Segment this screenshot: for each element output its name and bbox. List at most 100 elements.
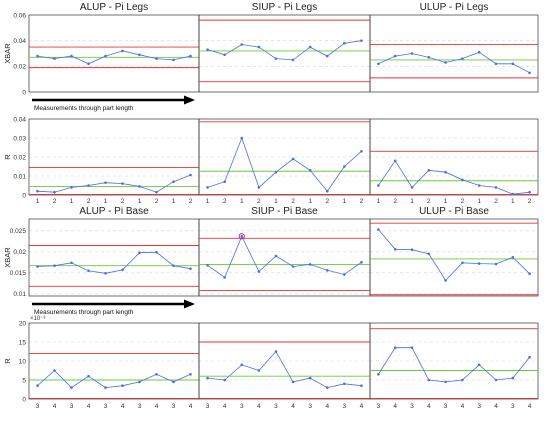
xbar-data-point xyxy=(461,261,464,265)
xbar-data-point xyxy=(444,61,447,64)
plot-frame xyxy=(369,14,539,93)
y-tick-label: 0.01 xyxy=(13,291,26,298)
xbar-data-point xyxy=(325,269,329,272)
r-data-point xyxy=(325,386,329,389)
r-data-point xyxy=(528,355,531,359)
xbar-data-point xyxy=(36,54,39,58)
r-data-point xyxy=(343,165,346,168)
x-tick-label: 3 xyxy=(308,403,312,410)
y-tick-label: 0.03 xyxy=(13,135,26,142)
r-data-point xyxy=(291,380,295,384)
measurement-arrow-head xyxy=(184,299,195,309)
r-data-point xyxy=(53,369,56,372)
xbar-data-point xyxy=(87,62,90,66)
xbar-data-point xyxy=(393,247,397,251)
x-tick-label: 2 xyxy=(291,198,295,205)
xbar-data-point xyxy=(121,49,124,53)
r-data-point xyxy=(528,190,531,194)
r-data-point xyxy=(70,386,73,389)
x-tick-label: 3 xyxy=(138,403,142,410)
r-series-line xyxy=(378,160,530,195)
x-tick-label: 3 xyxy=(240,403,244,410)
r-data-point xyxy=(461,178,464,182)
out-of-control-marker xyxy=(238,233,245,240)
r-ylabel: R xyxy=(3,154,12,160)
r-data-point xyxy=(444,380,447,384)
x-tick-label: 1 xyxy=(274,198,278,205)
x-tick-label: 4 xyxy=(257,403,261,410)
xbar-data-point xyxy=(410,52,414,55)
r-data-point xyxy=(138,380,141,384)
x-tick-label: 1 xyxy=(172,198,176,205)
xbar-data-point xyxy=(53,264,56,268)
x-tick-label: 1 xyxy=(308,198,312,205)
r-data-point xyxy=(511,192,515,196)
r-data-point xyxy=(511,376,515,380)
r-data-point xyxy=(360,150,363,153)
measurement-arrow-head xyxy=(184,95,195,105)
r-data-point xyxy=(223,180,226,183)
r-data-point xyxy=(257,186,261,189)
xbar-series-line xyxy=(37,50,191,65)
r-ylabel: R xyxy=(3,358,12,364)
xbar-data-point xyxy=(427,56,431,59)
r-data-point xyxy=(410,186,414,189)
x-tick-label: 3 xyxy=(444,403,448,410)
xbar-series-line xyxy=(207,235,362,279)
panel-title: ULUP - Pi Legs xyxy=(420,2,489,13)
x-tick-label: 1 xyxy=(138,198,142,205)
x-tick-label: 1 xyxy=(444,198,448,205)
x-tick-label: 2 xyxy=(461,198,465,205)
xbar-data-point xyxy=(393,54,397,58)
r-data-point xyxy=(138,185,141,188)
x-tick-label: 4 xyxy=(121,403,125,410)
x-tick-label: 4 xyxy=(325,403,329,410)
x-tick-label: 2 xyxy=(257,198,261,205)
xbar-data-point xyxy=(189,54,192,58)
xbar-data-point xyxy=(206,48,209,51)
r-data-point xyxy=(274,350,278,353)
x-tick-label: 1 xyxy=(104,198,108,205)
r-data-point xyxy=(155,373,158,376)
xbar-data-point xyxy=(223,53,226,57)
r-data-point xyxy=(189,173,192,177)
x-tick-label: 4 xyxy=(53,403,57,410)
xbar-ylabel: XBAR xyxy=(3,247,12,268)
xbar-data-point xyxy=(70,261,73,265)
r-data-point xyxy=(121,384,124,388)
xbar-data-point xyxy=(494,262,498,266)
r-data-point xyxy=(172,380,175,384)
x-tick-label: 4 xyxy=(155,403,159,410)
x-tick-label: 2 xyxy=(121,198,125,205)
r-data-point xyxy=(444,170,447,174)
y-tick-label: 0.04 xyxy=(13,38,26,45)
xbar-data-point xyxy=(87,269,90,273)
x-tick-label: 2 xyxy=(189,198,193,205)
xbar-data-point xyxy=(477,50,481,54)
x-tick-label: 3 xyxy=(70,403,74,410)
xbar-series-line xyxy=(37,251,191,274)
r-data-point xyxy=(240,136,244,140)
xbar-data-point xyxy=(138,251,141,254)
r-data-point xyxy=(325,189,329,193)
xbar-data-point xyxy=(53,57,56,60)
r-data-point xyxy=(104,386,107,389)
y-tick-label: 0.015 xyxy=(10,270,27,277)
x-tick-label: 3 xyxy=(36,403,40,410)
xbar-data-point xyxy=(172,264,175,268)
y-tick-label: 0.06 xyxy=(13,12,26,19)
x-tick-label: 1 xyxy=(511,198,515,205)
r-data-point xyxy=(461,378,464,382)
xbar-data-point xyxy=(343,41,346,45)
r-data-point xyxy=(494,378,498,382)
panel-title: ULUP - Pi Base xyxy=(419,206,489,217)
x-tick-label: 4 xyxy=(427,403,431,410)
xbar-data-point xyxy=(240,234,244,238)
xbar-ylabel: XBAR xyxy=(3,43,12,64)
x-tick-label: 3 xyxy=(172,403,176,410)
y-tick-label: 0.02 xyxy=(13,154,26,161)
x-tick-label: 3 xyxy=(511,403,515,410)
panel-title: SIUP - Pi Base xyxy=(251,206,318,217)
xbar-data-point xyxy=(494,62,498,66)
xbar-data-point xyxy=(308,263,312,266)
